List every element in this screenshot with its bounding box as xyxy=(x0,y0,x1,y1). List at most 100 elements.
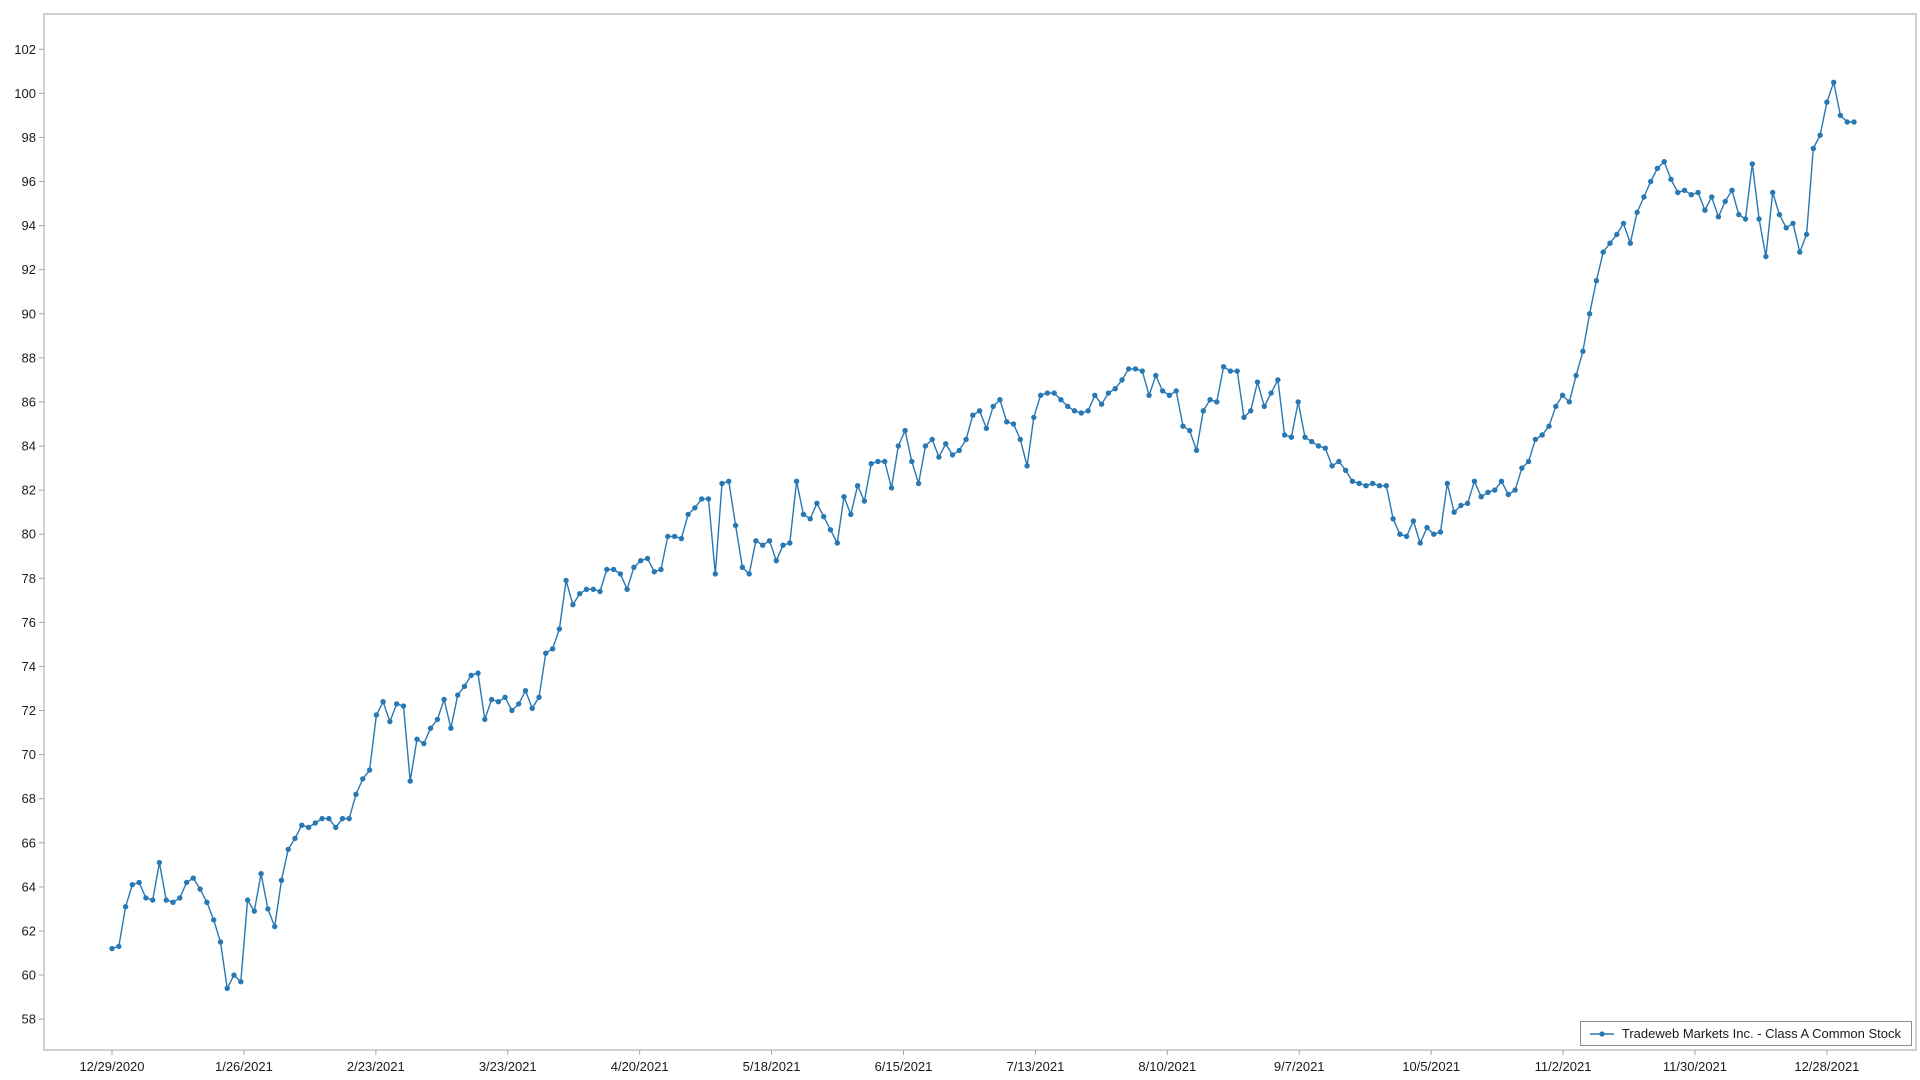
data-point xyxy=(1159,388,1166,394)
data-point xyxy=(1349,478,1356,484)
data-point xyxy=(943,441,949,447)
data-point xyxy=(922,443,929,449)
y-tick-label: 58 xyxy=(22,1012,36,1027)
data-point xyxy=(1695,189,1701,196)
data-point xyxy=(692,505,698,511)
data-point xyxy=(570,602,576,608)
data-point xyxy=(509,707,515,714)
y-tick-label: 68 xyxy=(22,791,36,806)
data-point xyxy=(217,939,224,945)
data-point xyxy=(1031,414,1037,421)
data-point xyxy=(231,972,237,978)
data-point xyxy=(1763,253,1769,260)
data-point xyxy=(712,571,718,577)
data-point xyxy=(888,485,895,491)
data-point xyxy=(122,904,129,910)
data-point xyxy=(109,945,115,952)
y-tick-label: 100 xyxy=(14,86,36,101)
data-point xyxy=(1437,529,1444,535)
data-point xyxy=(746,571,752,577)
data-point xyxy=(1688,192,1695,198)
y-tick-label: 64 xyxy=(22,879,36,894)
data-series xyxy=(109,79,1857,991)
data-point xyxy=(1722,198,1728,205)
data-point xyxy=(1275,377,1281,383)
data-point xyxy=(1092,392,1098,398)
data-point xyxy=(1824,99,1830,105)
data-point xyxy=(1322,445,1329,451)
y-tick-label: 70 xyxy=(22,747,36,762)
data-point xyxy=(522,688,529,694)
x-axis: 12/29/2020 1/26/2021 2/23/2021 3/23/2021 4/2… xyxy=(79,1050,1859,1074)
data-point xyxy=(1607,240,1613,246)
x-tick-label: 11/30/2021 xyxy=(1663,1059,1727,1074)
data-point xyxy=(1315,443,1322,449)
data-point xyxy=(346,815,352,822)
data-point xyxy=(970,412,976,418)
data-point xyxy=(1180,423,1186,429)
data-point xyxy=(807,516,813,522)
data-point xyxy=(1281,432,1288,438)
data-point xyxy=(732,522,739,529)
data-point xyxy=(305,824,312,831)
data-point xyxy=(1492,487,1498,493)
data-point xyxy=(1817,132,1823,138)
data-point xyxy=(604,566,610,573)
data-point xyxy=(1661,159,1667,165)
data-point xyxy=(726,478,732,484)
data-point xyxy=(1749,161,1756,167)
y-tick-label: 62 xyxy=(22,923,36,938)
data-point xyxy=(1790,220,1796,227)
data-point xyxy=(265,906,271,912)
y-tick-label: 78 xyxy=(22,571,36,586)
data-point xyxy=(150,897,156,903)
data-point xyxy=(1153,372,1159,379)
data-point xyxy=(814,500,820,506)
data-point xyxy=(244,897,251,903)
y-tick-label: 92 xyxy=(22,262,36,277)
data-point xyxy=(1241,414,1247,421)
data-point xyxy=(251,908,257,914)
data-point xyxy=(1220,364,1227,370)
data-point xyxy=(197,886,203,892)
data-point xyxy=(1505,491,1512,498)
data-point xyxy=(1553,403,1559,410)
data-point xyxy=(1166,392,1173,398)
data-point xyxy=(1227,368,1234,374)
data-point xyxy=(461,683,468,689)
data-point xyxy=(1668,176,1674,182)
y-tick-label: 74 xyxy=(22,659,36,674)
data-point xyxy=(685,511,691,518)
y-tick-label: 90 xyxy=(22,306,36,321)
data-point xyxy=(1573,372,1579,379)
data-point xyxy=(1634,209,1640,216)
data-point xyxy=(963,436,969,443)
data-point xyxy=(1309,438,1315,445)
data-point xyxy=(1207,397,1213,403)
data-point xyxy=(665,533,671,540)
data-point xyxy=(1173,388,1179,394)
data-point xyxy=(1295,399,1301,405)
y-tick-label: 76 xyxy=(22,615,36,630)
data-point xyxy=(400,703,407,709)
data-point xyxy=(258,871,264,877)
x-tick-label: 5/18/2021 xyxy=(743,1059,801,1074)
data-point xyxy=(610,566,617,573)
data-point xyxy=(1132,366,1139,372)
data-point xyxy=(976,408,983,414)
data-point xyxy=(1742,216,1749,222)
data-point xyxy=(1119,377,1125,383)
data-point xyxy=(353,791,359,797)
data-point xyxy=(1444,480,1451,487)
legend-label: Tradeweb Markets Inc. - Class A Common S… xyxy=(1621,1026,1901,1041)
data-point xyxy=(997,397,1003,403)
data-point xyxy=(1641,194,1647,200)
data-point xyxy=(1620,220,1627,227)
data-point xyxy=(1580,348,1586,354)
data-point xyxy=(705,496,712,502)
data-point xyxy=(882,458,888,465)
data-point xyxy=(285,846,291,853)
data-point xyxy=(1363,483,1369,489)
data-point xyxy=(333,824,339,831)
data-point xyxy=(414,736,420,742)
